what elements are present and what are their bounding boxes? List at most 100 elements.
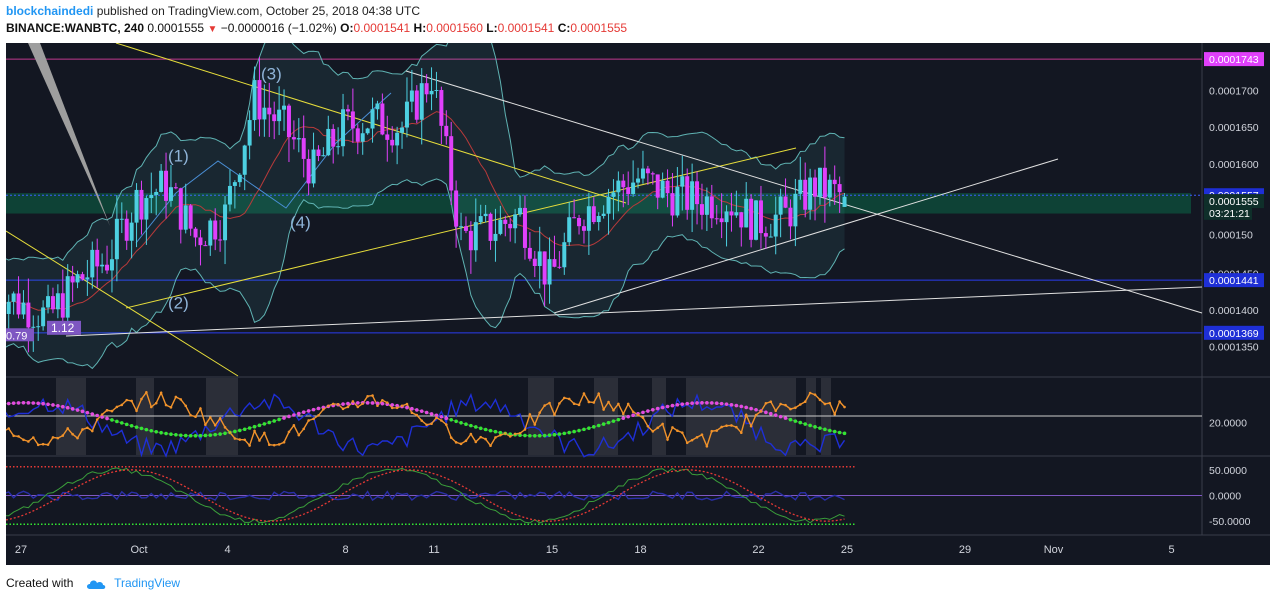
candle-body — [636, 178, 641, 183]
candle-body — [709, 196, 714, 219]
candle-body — [232, 182, 237, 186]
price-badge — [1204, 205, 1252, 220]
adx-dot — [680, 402, 685, 406]
candle-body — [414, 90, 419, 120]
di-minus-dot — [194, 415, 197, 419]
close-label: C: — [557, 21, 571, 35]
di-minus-dot — [661, 422, 664, 426]
di-minus-dot — [46, 443, 50, 446]
adx-dot — [11, 401, 16, 405]
di-minus-dot — [17, 435, 20, 438]
adx-dot — [587, 426, 591, 430]
adx-dot — [301, 410, 306, 415]
adx-dot — [169, 432, 173, 437]
adx-dot — [523, 433, 527, 438]
candle-body — [640, 168, 645, 179]
candle-body — [483, 213, 488, 217]
di-minus-dot — [794, 406, 797, 410]
candle-body — [749, 198, 754, 240]
chart-svg[interactable]: (1) (2) (3) (4) 0.79 1.12 0.0001700 0.0001650 0.… — [6, 43, 1270, 565]
di-minus-dot — [420, 419, 424, 422]
candle-body — [50, 296, 55, 310]
di-minus-dot — [656, 426, 660, 430]
di-minus-dot — [533, 423, 537, 426]
adx-dot — [380, 401, 385, 406]
candle-body — [11, 293, 16, 302]
adx-dot — [56, 403, 60, 408]
candle-body — [316, 149, 321, 156]
adx-dot — [262, 422, 267, 426]
adx-dot — [277, 417, 281, 422]
di-minus-dot — [715, 429, 719, 432]
adx-dot — [675, 403, 680, 407]
di-minus-dot — [297, 433, 301, 437]
di-minus-dot — [435, 416, 438, 419]
di-minus-dot — [248, 444, 251, 447]
candle-body — [262, 107, 267, 120]
x-axis-tick-label: 25 — [841, 544, 853, 556]
di-minus-dot — [317, 414, 320, 417]
author-link[interactable]: blockchaindedi — [6, 4, 94, 18]
candle-body — [670, 193, 675, 216]
di-minus-dot — [243, 438, 247, 442]
bollinger-lower — [6, 178, 845, 370]
di-minus-dot — [444, 423, 448, 426]
trendline-yellow-down-left — [6, 230, 239, 377]
candle-body — [817, 167, 822, 197]
adx-dot — [306, 409, 311, 413]
price-change: −0.0000016 (−1.02%) — [220, 21, 337, 35]
candle-body — [572, 217, 577, 219]
di-minus-dot — [602, 408, 605, 411]
candle-body — [611, 192, 616, 197]
di-minus-dot — [61, 434, 65, 437]
adx-dot — [154, 429, 159, 434]
di-minus-dot — [710, 429, 714, 433]
candle-body — [586, 206, 591, 231]
candle-body — [336, 146, 341, 148]
adx-dot — [203, 433, 208, 438]
tradingview-link[interactable]: TradingView — [114, 576, 181, 590]
price-badge — [1204, 52, 1264, 67]
di-minus-dot — [449, 436, 453, 439]
di-minus-dot — [695, 436, 699, 439]
candle-body — [375, 103, 380, 110]
di-minus-dot — [454, 441, 458, 444]
di-minus-dot — [7, 427, 11, 430]
di-minus-dot — [730, 424, 733, 427]
di-minus-dot — [735, 425, 738, 429]
di-minus-dot — [100, 413, 104, 416]
adx-dot — [124, 422, 129, 427]
di-minus-dot — [272, 443, 276, 447]
di-minus-dot — [390, 406, 394, 410]
di-minus-dot — [499, 433, 502, 437]
chart-area[interactable]: (1) (2) (3) (4) 0.79 1.12 0.0001700 0.0001650 0.… — [6, 43, 1270, 565]
candle-body — [55, 293, 60, 310]
x-axis-tick-label: 29 — [959, 544, 971, 556]
candle-body — [631, 182, 636, 195]
x-axis-tick-label: Oct — [130, 544, 147, 556]
di-minus-dot — [56, 436, 60, 440]
adx-dot — [528, 433, 532, 438]
candle-body — [90, 249, 95, 278]
adx-dot — [690, 401, 694, 406]
candle-body — [803, 179, 808, 210]
candle-body — [758, 200, 763, 234]
adx-dot — [292, 413, 296, 417]
candle-body — [739, 212, 744, 228]
di-minus-dot — [494, 436, 497, 439]
candle-body — [581, 226, 586, 231]
adx-dot — [518, 433, 522, 438]
adx-dot — [405, 405, 409, 410]
di-minus-dot — [140, 397, 143, 401]
adx-dot — [798, 420, 803, 425]
di-minus-dot — [410, 411, 414, 415]
candle-body — [734, 212, 739, 216]
candle-body — [242, 145, 247, 175]
candle-body — [350, 111, 355, 129]
di-minus-dot — [828, 401, 832, 405]
candle-body — [365, 128, 370, 134]
di-minus-dot — [307, 419, 310, 422]
candle-body — [685, 176, 690, 210]
adx-dot — [818, 426, 822, 430]
adx-dot — [631, 413, 635, 417]
